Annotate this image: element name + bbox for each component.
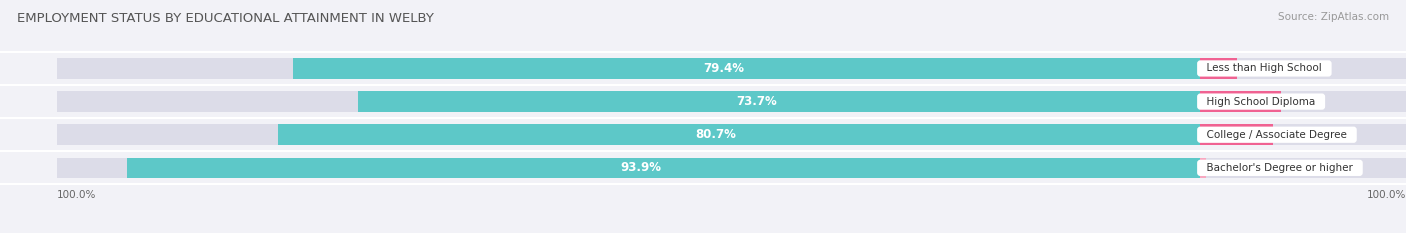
Text: Source: ZipAtlas.com: Source: ZipAtlas.com xyxy=(1278,12,1389,22)
Bar xyxy=(1201,58,1237,79)
Bar xyxy=(1201,91,1406,112)
Text: 79.4%: 79.4% xyxy=(703,62,744,75)
Text: High School Diploma: High School Diploma xyxy=(1201,97,1322,106)
Text: 93.9%: 93.9% xyxy=(620,161,661,174)
Text: Bachelor's Degree or higher: Bachelor's Degree or higher xyxy=(1201,163,1360,173)
Bar xyxy=(58,158,1201,178)
Text: 0.5%: 0.5% xyxy=(1215,163,1243,173)
Text: 7.1%: 7.1% xyxy=(1291,97,1319,106)
Bar xyxy=(58,124,1201,145)
Bar xyxy=(58,58,1201,79)
Bar xyxy=(1201,124,1406,145)
Text: 80.7%: 80.7% xyxy=(696,128,737,141)
Text: College / Associate Degree: College / Associate Degree xyxy=(1201,130,1354,140)
Bar xyxy=(1201,158,1406,178)
Bar xyxy=(1201,124,1274,145)
Text: EMPLOYMENT STATUS BY EDUCATIONAL ATTAINMENT IN WELBY: EMPLOYMENT STATUS BY EDUCATIONAL ATTAINM… xyxy=(17,12,433,25)
Bar xyxy=(1201,58,1406,79)
Bar xyxy=(127,158,1201,178)
Bar xyxy=(357,91,1201,112)
Text: 73.7%: 73.7% xyxy=(735,95,776,108)
Text: 100.0%: 100.0% xyxy=(1367,190,1406,200)
Text: 100.0%: 100.0% xyxy=(58,190,97,200)
Bar xyxy=(58,91,1201,112)
Text: Less than High School: Less than High School xyxy=(1201,63,1329,73)
Bar xyxy=(1201,91,1281,112)
Bar xyxy=(1201,158,1206,178)
Text: 3.2%: 3.2% xyxy=(1246,63,1274,73)
Bar xyxy=(278,124,1201,145)
Bar xyxy=(292,58,1201,79)
Text: 6.4%: 6.4% xyxy=(1282,130,1310,140)
